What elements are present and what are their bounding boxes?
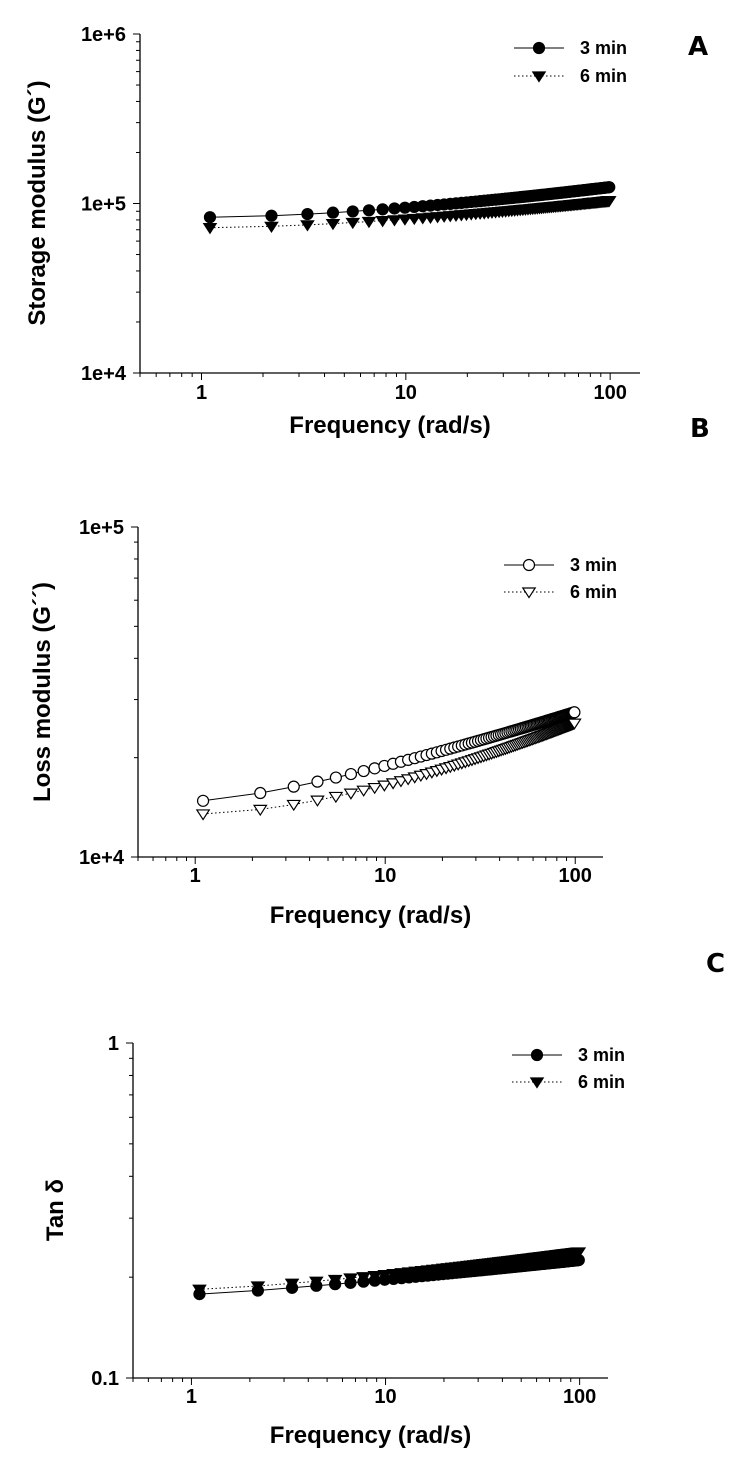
y-tick-label: 1e+4	[79, 847, 125, 869]
data-point	[327, 1274, 343, 1287]
data-point	[367, 782, 382, 795]
data-point	[195, 809, 211, 821]
y-tick-label: 1e+4	[81, 363, 127, 385]
data-point	[603, 181, 616, 194]
data-point	[192, 1284, 207, 1296]
x-tick-label: 10	[374, 865, 396, 887]
y-tick-label: 1e+5	[81, 194, 126, 216]
panel-c: C 1 10 100 0.1 1 Frequency (rad/s) Tan δ 3 min 6…	[42, 949, 725, 1449]
data-point	[361, 216, 377, 229]
data-point	[377, 780, 392, 792]
data-point	[362, 204, 376, 217]
data-point	[250, 1281, 266, 1293]
y-axis-label: Loss modulus (G´´)	[29, 582, 56, 802]
y-tick-label: 0.1	[91, 1368, 119, 1390]
x-axis-label: Frequency (rad/s)	[289, 412, 490, 439]
data-point	[309, 1276, 324, 1288]
data-point	[265, 209, 278, 222]
data-point	[356, 785, 371, 797]
x-tick-label: 10	[395, 382, 417, 404]
data-point	[311, 775, 324, 788]
data-point	[601, 196, 617, 208]
legend-label: 6 min	[570, 582, 617, 602]
data-point	[329, 771, 342, 784]
series-3-min: 3 min	[193, 1045, 625, 1301]
x-tick-label: 1	[196, 382, 207, 404]
panel-letter-a: A	[688, 32, 708, 62]
data-point	[346, 205, 359, 218]
legend-label: 3 min	[570, 555, 617, 575]
series-6-min: 6 min	[202, 66, 627, 235]
data-point	[344, 767, 358, 781]
series-3-min: 3 min	[196, 555, 617, 807]
data-point	[388, 202, 401, 215]
data-point	[343, 1273, 358, 1285]
data-point	[310, 795, 325, 807]
series-6-min: 6 min	[192, 1072, 625, 1296]
data-point	[567, 718, 582, 730]
series-3-min: 3 min	[203, 38, 627, 224]
data-point	[343, 788, 359, 800]
panel-a: A 1 10 100 1e+4 1e+5 1e+6 Frequency (rad/s) Sto…	[24, 24, 708, 439]
legend-label: 6 min	[580, 66, 627, 86]
x-tick-label: 1	[186, 1386, 197, 1408]
legend-label: 3 min	[578, 1045, 625, 1065]
data-point	[264, 221, 279, 234]
data-point	[571, 1247, 587, 1259]
x-axis-label: Frequency (rad/s)	[270, 902, 471, 929]
x-tick-label: 1	[190, 865, 201, 887]
panel-letter-c: C	[706, 949, 725, 979]
y-tick-label: 1e+6	[81, 24, 126, 46]
series-6-min: 6 min	[195, 582, 617, 821]
legend-marker	[522, 558, 536, 572]
x-axis-label: Frequency (rad/s)	[270, 1422, 471, 1449]
data-point	[377, 1269, 392, 1282]
data-point	[568, 706, 581, 719]
y-axis-label: Tan δ	[42, 1179, 69, 1241]
data-point	[196, 794, 210, 807]
data-point	[202, 223, 218, 235]
data-point	[328, 791, 344, 804]
legend-marker	[530, 1048, 544, 1062]
y-tick-label: 1e+5	[79, 517, 124, 539]
data-point	[376, 203, 389, 216]
legend-label: 3 min	[580, 38, 627, 58]
data-point	[397, 214, 413, 226]
legend-marker	[532, 41, 546, 55]
x-tick-label: 100	[563, 1386, 596, 1408]
data-point	[325, 218, 341, 231]
data-point	[286, 799, 302, 812]
y-axis-label: Storage modulus (G´)	[24, 80, 51, 325]
data-point	[326, 206, 340, 219]
data-point	[203, 211, 217, 224]
panel-letter-b: B	[690, 414, 710, 444]
data-point	[356, 1272, 371, 1284]
y-tick-label: 1	[108, 1033, 119, 1055]
data-point	[387, 215, 402, 227]
legend-label: 6 min	[578, 1072, 625, 1092]
data-point	[252, 804, 268, 817]
data-point	[367, 1270, 383, 1283]
x-tick-label: 100	[559, 865, 592, 887]
data-point	[406, 213, 422, 226]
data-point	[386, 1269, 401, 1281]
x-tick-label: 10	[374, 1386, 396, 1408]
data-point	[287, 780, 300, 793]
legend-marker	[529, 1077, 545, 1089]
legend-marker	[531, 71, 547, 83]
data-point	[385, 778, 401, 790]
data-point	[300, 220, 315, 232]
legend-marker	[521, 587, 537, 599]
panel-b: B 1 10 100 1e+4 1e+5 Frequency (rad/s) Loss mo…	[29, 414, 710, 929]
data-point	[254, 786, 267, 800]
data-point	[357, 764, 370, 778]
x-tick-label: 100	[593, 382, 626, 404]
data-point	[375, 215, 390, 228]
data-point	[301, 207, 314, 221]
data-point	[345, 217, 361, 230]
data-point	[284, 1278, 300, 1291]
